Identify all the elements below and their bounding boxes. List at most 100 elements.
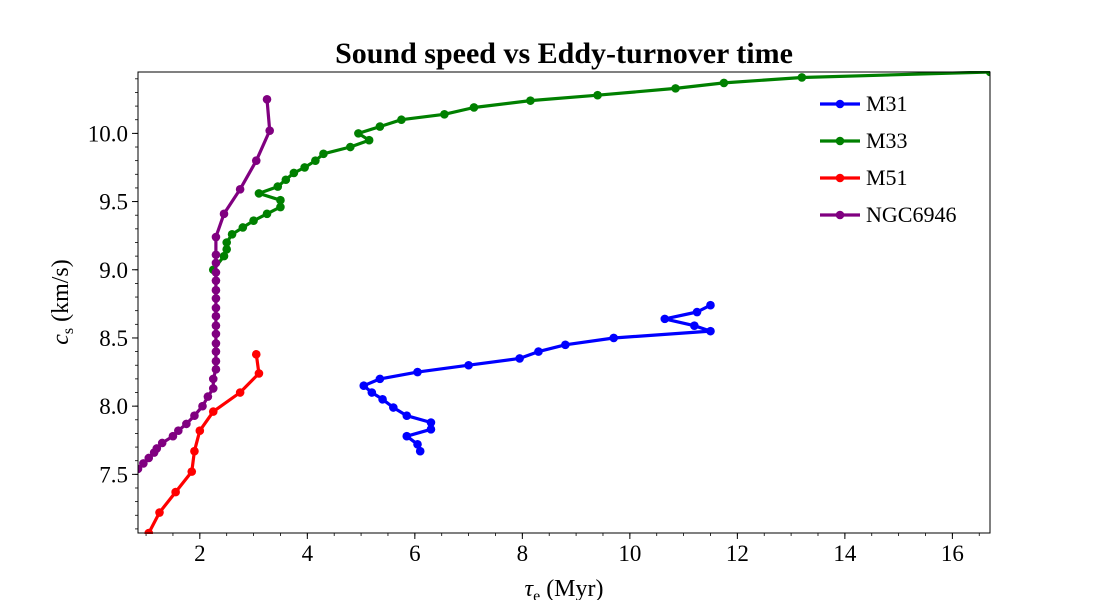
data-point-m31 — [464, 360, 473, 370]
legend-item-m33: M33 — [820, 128, 908, 153]
data-point-ngc6946 — [144, 453, 154, 463]
data-point-ngc6946 — [203, 392, 213, 401]
data-point-ngc6946 — [211, 232, 221, 242]
data-point-m31 — [359, 381, 369, 390]
data-point-m33 — [276, 195, 285, 205]
data-point-m31 — [515, 354, 524, 363]
y-tick-label: 10.0 — [88, 121, 128, 146]
data-point-ngc6946 — [182, 419, 191, 429]
data-point-m33 — [526, 96, 535, 105]
data-point-m33 — [346, 142, 355, 152]
data-point-m33 — [354, 129, 363, 138]
x-tick-label: 14 — [833, 541, 857, 566]
data-point-ngc6946 — [211, 365, 221, 374]
data-point-m51 — [208, 407, 218, 416]
x-tick-label: 10 — [618, 541, 641, 566]
legend-label: M51 — [866, 165, 908, 190]
data-point-ngc6946 — [262, 94, 272, 104]
data-point-m33 — [254, 189, 264, 198]
data-point-ngc6946 — [219, 209, 229, 219]
data-point-m51 — [251, 350, 261, 359]
x-tick-label: 16 — [941, 541, 964, 566]
data-point-m33 — [469, 103, 479, 112]
legend-label: NGC6946 — [866, 202, 956, 227]
data-point-m33 — [671, 84, 680, 93]
data-point-ngc6946 — [251, 156, 261, 165]
data-point-m31 — [426, 418, 436, 427]
data-point-ngc6946 — [211, 347, 221, 356]
data-point-m51 — [187, 467, 197, 476]
data-point-ngc6946 — [190, 411, 199, 421]
data-point-m31 — [660, 314, 670, 324]
data-point-m33 — [364, 135, 374, 145]
data-point-m33 — [319, 149, 328, 159]
series-line-m51 — [147, 354, 261, 534]
x-tick-label: 12 — [726, 541, 749, 566]
series-line-ngc6946 — [138, 99, 272, 471]
data-point-m33 — [262, 209, 272, 219]
data-point-ngc6946 — [211, 285, 221, 295]
data-point-ngc6946 — [168, 431, 178, 441]
legend-item-m51: M51 — [820, 165, 908, 190]
y-tick-label: 8.0 — [99, 394, 128, 419]
series-ngc6946 — [138, 94, 274, 474]
legend: M31 M33 M51 NGC6946 — [820, 91, 956, 227]
data-point-m33 — [797, 73, 807, 82]
data-point-ngc6946 — [211, 294, 221, 303]
data-point-ngc6946 — [211, 356, 221, 366]
series-m33 — [208, 71, 990, 275]
data-point-m51 — [190, 446, 199, 456]
series-line-m31 — [362, 303, 713, 452]
data-point-m33 — [311, 156, 320, 165]
data-point-m33 — [273, 182, 283, 191]
data-point-m33 — [238, 223, 248, 232]
x-tick-label: 8 — [517, 541, 529, 566]
series-m51 — [144, 350, 264, 534]
data-point-m33 — [289, 168, 299, 178]
y-axis-label: cs (km/s) — [48, 259, 77, 345]
data-point-m33 — [397, 115, 406, 125]
legend-label: M31 — [866, 91, 908, 116]
data-point-m33 — [249, 216, 258, 225]
y-tick-label: 9.0 — [99, 258, 128, 283]
data-point-m33 — [375, 122, 385, 131]
data-point-m33 — [222, 238, 231, 247]
data-point-m31 — [402, 431, 412, 441]
data-point-ngc6946 — [211, 250, 221, 260]
tick-labels: 2 4 6 8 10 12 14 16 7.5 8.0 8.5 9.0 9.5 10.0 — [88, 121, 964, 566]
data-point-ngc6946 — [211, 258, 221, 268]
data-point-m31 — [389, 403, 398, 412]
data-point-m33 — [719, 78, 729, 88]
data-point-m31 — [706, 326, 715, 336]
series-layer — [138, 71, 990, 534]
data-point-m31 — [413, 440, 422, 449]
data-point-m33 — [219, 251, 229, 261]
data-point-m31 — [415, 446, 425, 456]
data-point-ngc6946 — [208, 384, 218, 393]
data-point-ngc6946 — [157, 438, 167, 448]
data-point-ngc6946 — [211, 303, 221, 313]
data-point-m51 — [171, 487, 180, 497]
data-point-ngc6946 — [174, 426, 183, 436]
data-point-ngc6946 — [211, 321, 221, 330]
data-point-m51 — [195, 426, 205, 436]
chart-title: Sound speed vs Eddy-turnover time — [335, 37, 793, 70]
series-m31 — [359, 300, 715, 456]
data-point-ngc6946 — [235, 184, 245, 194]
data-point-ngc6946 — [211, 276, 221, 285]
legend-marker — [835, 99, 845, 109]
data-point-m31 — [426, 425, 436, 434]
major-ticks — [132, 132, 953, 539]
x-tick-label: 2 — [194, 541, 206, 566]
data-point-m31 — [375, 374, 385, 384]
data-point-m31 — [534, 347, 543, 356]
data-point-m31 — [609, 333, 619, 343]
data-point-m31 — [402, 411, 412, 421]
data-point-m31 — [561, 340, 570, 350]
data-point-ngc6946 — [211, 329, 221, 339]
data-point-ngc6946 — [152, 444, 162, 453]
data-point-m33 — [440, 109, 449, 119]
data-point-ngc6946 — [139, 459, 148, 468]
data-point-ngc6946 — [211, 339, 221, 348]
